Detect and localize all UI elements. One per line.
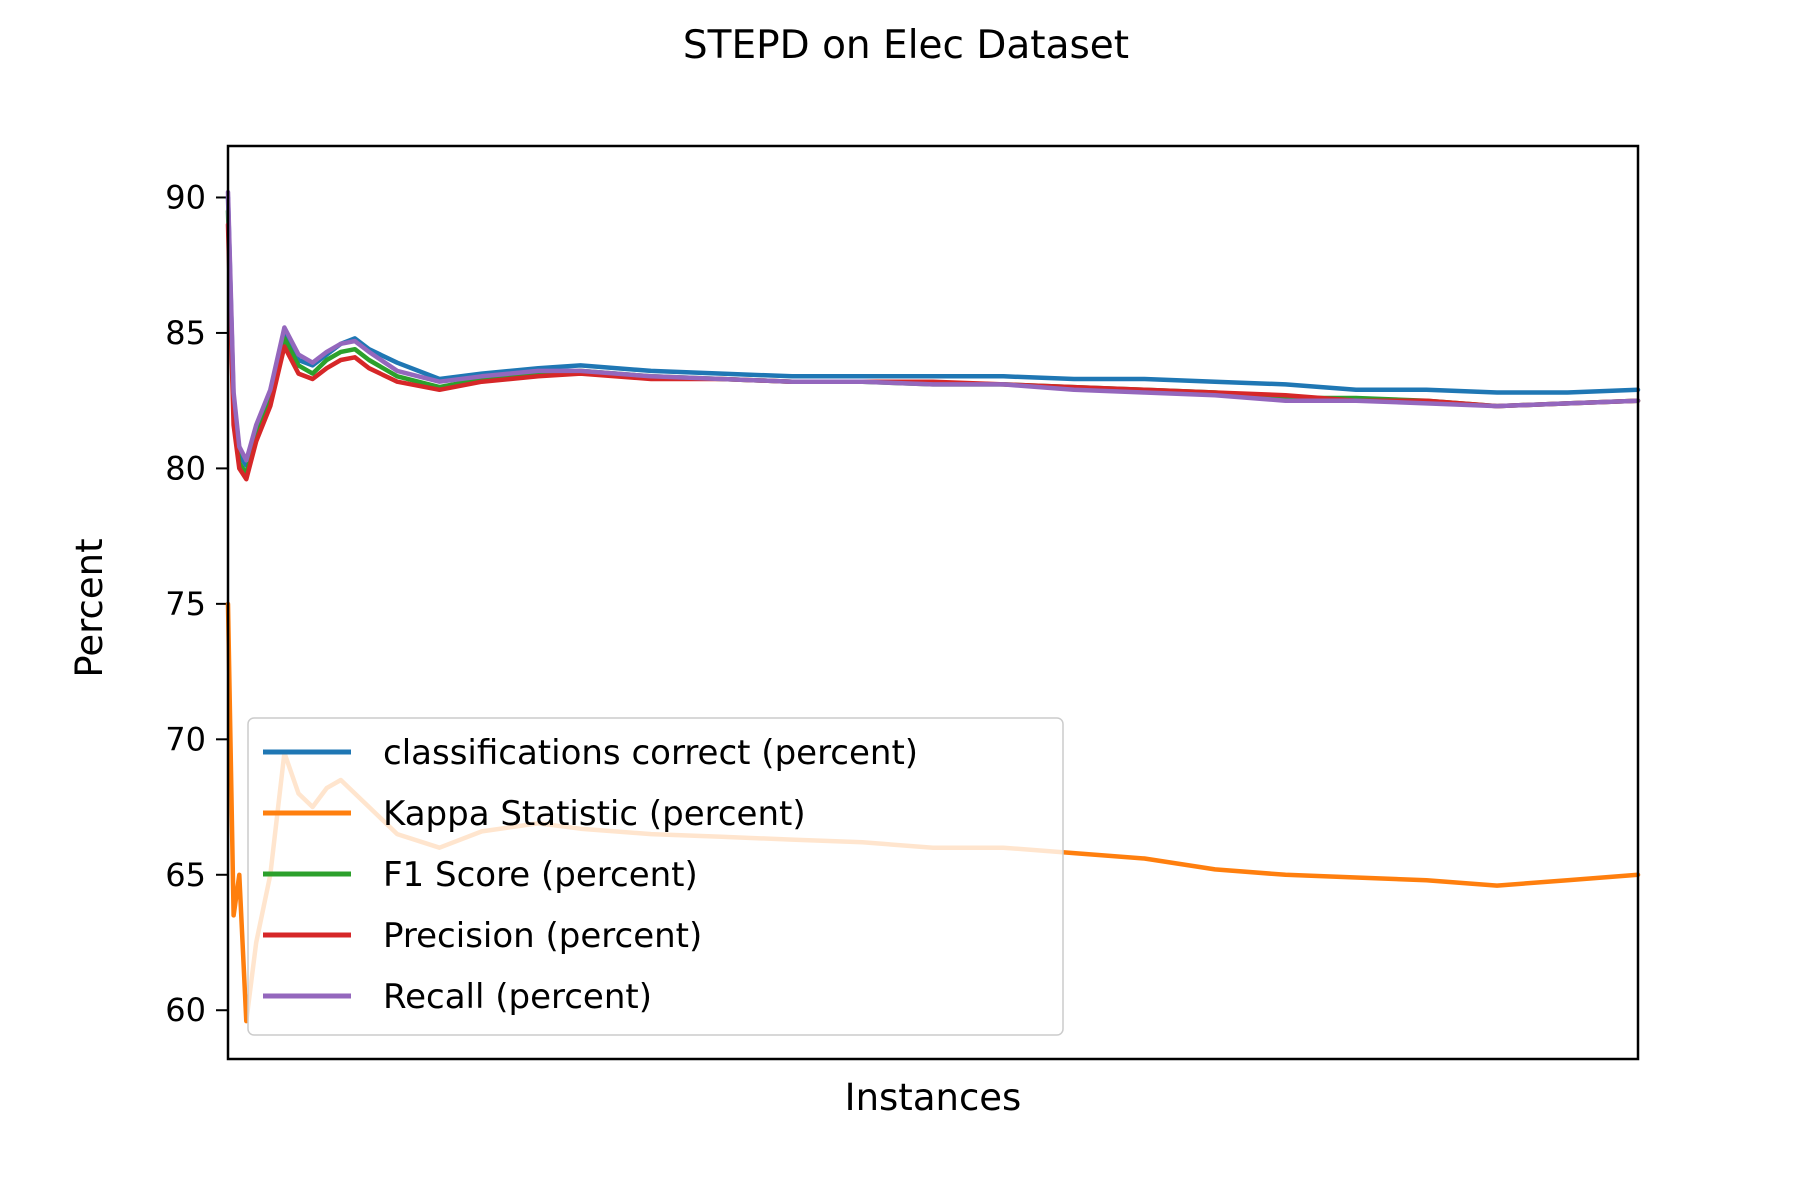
legend-label: Recall (percent) (383, 977, 652, 1017)
legend: classifications correct (percent) Kappa S… (247, 717, 1064, 1036)
y-tick-label: 90 (165, 178, 206, 216)
legend-label: Kappa Statistic (percent) (383, 794, 806, 834)
x-axis-label: Instances (845, 1076, 1022, 1119)
series-line-2 (225, 208, 1641, 477)
chart-title: STEPD on Elec Dataset (683, 23, 1129, 68)
series-line-3 (225, 222, 1641, 482)
y-tick-label: 70 (165, 720, 206, 758)
y-tick-label: 80 (165, 449, 206, 487)
y-tick-label: 85 (165, 314, 206, 352)
y-tick-label: 60 (165, 991, 206, 1029)
legend-label: F1 Score (percent) (383, 855, 698, 895)
y-tick-label: 65 (165, 856, 206, 894)
legend-label: Precision (percent) (383, 916, 702, 956)
y-axis-ticks: 60 65 70 75 80 85 90 (165, 178, 228, 1029)
y-axis-label: Percent (68, 538, 111, 677)
plot-frame (226, 144, 1640, 1061)
legend-label: classifications correct (percent) (383, 733, 918, 773)
series-line-4 (225, 189, 1641, 463)
series-line-0 (225, 195, 1641, 468)
y-tick-label: 75 (165, 585, 206, 623)
legend-box (247, 717, 1064, 1036)
